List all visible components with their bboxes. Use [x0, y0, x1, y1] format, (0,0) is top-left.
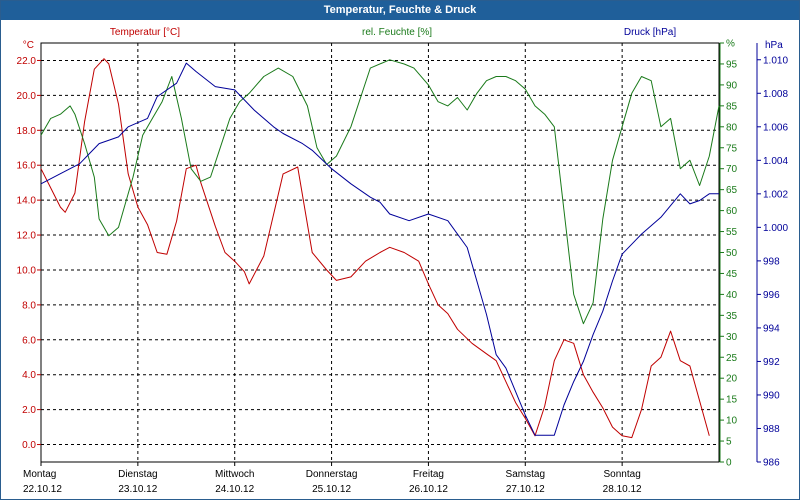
- humidity-tick-label: 5: [726, 437, 732, 448]
- x-date-label: 23.10.12: [118, 484, 157, 495]
- x-day-label: Montag: [23, 469, 56, 480]
- humidity-tick-label: 65: [726, 185, 738, 196]
- temperature-tick-label: 18.0: [17, 126, 37, 137]
- humidity-tick-label: %: [726, 39, 735, 50]
- pressure-line: [40, 62, 719, 436]
- pressure-tick-label: 1.008: [763, 89, 788, 100]
- pressure-tick-label: 1.006: [763, 122, 788, 133]
- humidity-tick-label: 40: [726, 290, 738, 301]
- humidity-tick-label: 15: [726, 395, 738, 406]
- temperature-axis-label: Temperatur [°C]: [110, 27, 180, 38]
- humidity-tick-label: 90: [726, 80, 738, 91]
- humidity-tick-label: 95: [726, 59, 738, 70]
- temperature-tick-label: 22.0: [17, 56, 37, 67]
- temperature-tick-label: 14.0: [17, 196, 37, 207]
- x-date-label: 27.10.12: [506, 484, 545, 495]
- pressure-tick-label: 996: [763, 290, 780, 301]
- pressure-tick-label: 988: [763, 424, 780, 435]
- temperature-tick-label: 6.0: [22, 335, 36, 346]
- pressure-tick-label: 1.000: [763, 223, 788, 234]
- pressure-unit: hPa: [765, 40, 783, 51]
- pressure-tick-label: 1.002: [763, 189, 788, 200]
- x-date-label: 26.10.12: [409, 484, 448, 495]
- humidity-tick-label: 45: [726, 269, 738, 280]
- humidity-tick-label: 75: [726, 143, 738, 154]
- temperature-tick-label: 16.0: [17, 161, 37, 172]
- temperature-tick-label: 20.0: [17, 91, 37, 102]
- x-day-label: Sonntag: [604, 469, 641, 480]
- x-day-label: Samstag: [506, 469, 545, 480]
- x-day-label: Freitag: [413, 469, 444, 480]
- humidity-tick-label: 80: [726, 122, 738, 133]
- humidity-tick-label: 30: [726, 332, 738, 343]
- humidity-tick-label: 55: [726, 227, 738, 238]
- humidity-tick-label: 25: [726, 353, 738, 364]
- humidity-tick-label: 10: [726, 416, 738, 427]
- humidity-tick-label: 0: [726, 458, 732, 469]
- temperature-line: [40, 58, 710, 439]
- humidity-tick-label: 70: [726, 164, 738, 175]
- temperature-tick-label: 2.0: [22, 405, 36, 416]
- x-day-label: Mittwoch: [215, 469, 254, 480]
- humidity-axis-label: rel. Feuchte [%]: [362, 27, 432, 38]
- pressure-tick-label: 992: [763, 357, 780, 368]
- humidity-tick-label: 35: [726, 311, 738, 322]
- temperature-tick-label: 4.0: [22, 370, 36, 381]
- x-date-label: 28.10.12: [603, 484, 642, 495]
- temperature-tick-label: 0.0: [22, 440, 36, 451]
- x-date-label: 25.10.12: [312, 484, 351, 495]
- pressure-tick-label: 1.010: [763, 55, 788, 66]
- humidity-line: [40, 59, 720, 325]
- humidity-tick-label: 20: [726, 374, 738, 385]
- pressure-tick-label: 998: [763, 256, 780, 267]
- temperature-tick-label: 12.0: [17, 231, 37, 242]
- chart-title: Temperatur, Feuchte & Druck: [1, 1, 799, 20]
- humidity-tick-label: 60: [726, 206, 738, 217]
- temperature-tick-label: 10.0: [17, 265, 37, 276]
- temperature-tick-label: 8.0: [22, 300, 36, 311]
- x-date-label: 22.10.12: [23, 484, 62, 495]
- pressure-tick-label: 1.004: [763, 156, 788, 167]
- plot-area: [40, 42, 720, 463]
- humidity-tick-label: 50: [726, 248, 738, 259]
- temperature-unit: °C: [23, 40, 34, 51]
- pressure-axis-label: Druck [hPa]: [624, 27, 676, 38]
- pressure-tick-label: 986: [763, 458, 780, 469]
- humidity-tick-label: 85: [726, 101, 738, 112]
- x-day-label: Donnerstag: [306, 469, 358, 480]
- x-day-label: Dienstag: [118, 469, 157, 480]
- x-date-label: 24.10.12: [215, 484, 254, 495]
- pressure-tick-label: 990: [763, 390, 780, 401]
- pressure-tick-label: 994: [763, 323, 780, 334]
